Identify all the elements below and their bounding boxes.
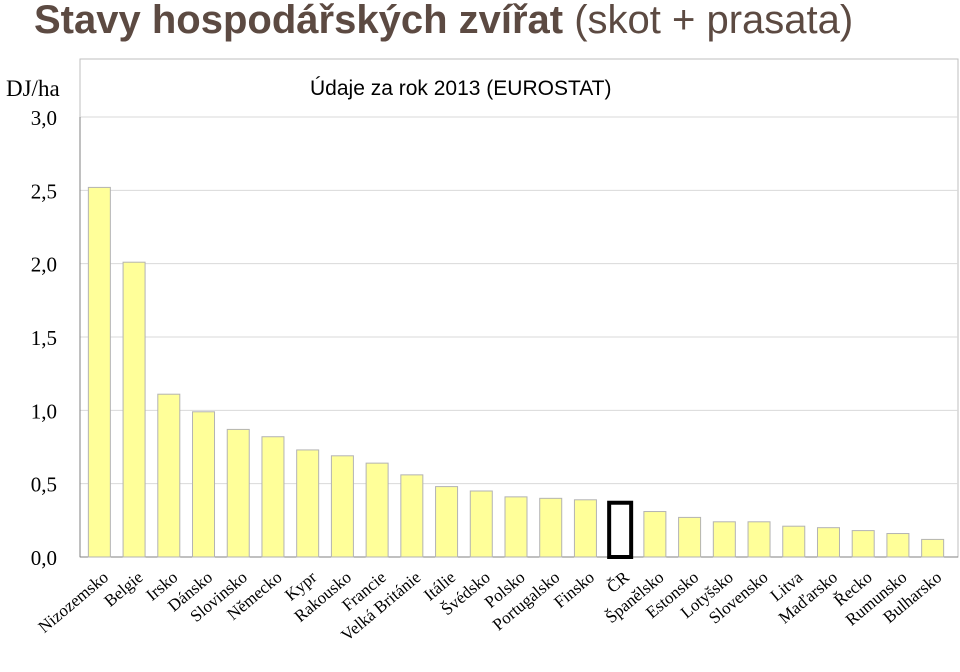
bar: [782, 525, 806, 558]
y-tick-label: 1,5: [31, 326, 57, 350]
x-category-label: Finsko: [550, 568, 598, 612]
bar: [886, 533, 910, 558]
bar-highlight: [607, 500, 634, 560]
page-title-main: Stavy hospodářských zvířat: [34, 0, 564, 42]
bar: [643, 511, 667, 558]
bar: [573, 499, 597, 558]
y-tick-label: 2,5: [31, 179, 57, 203]
page-title-suffix: (skot + prasata): [563, 0, 854, 42]
x-category-label: Nizozemsko: [35, 568, 112, 637]
y-tick-label: 0,5: [31, 473, 57, 497]
bar: [192, 411, 216, 558]
bar: [87, 186, 111, 558]
bar: [816, 527, 840, 558]
bar: [539, 497, 563, 558]
bar: [122, 261, 146, 558]
bar: [504, 496, 528, 558]
bar: [435, 486, 459, 558]
bar: [330, 455, 354, 558]
y-tick-label: 3,0: [31, 106, 57, 130]
y-tick-label: 2,0: [31, 253, 57, 277]
bar: [678, 516, 702, 558]
bar: [261, 436, 285, 558]
bar: [712, 521, 736, 558]
bar: [226, 428, 250, 558]
page-title: Stavy hospodářských zvířat (skot + prasa…: [34, 0, 853, 43]
bar: [157, 393, 181, 558]
bar: [365, 462, 389, 558]
bar: [747, 521, 771, 558]
y-axis-unit-label: DJ/ha: [6, 76, 60, 101]
bar: [469, 490, 493, 558]
x-category-label: Belgie: [100, 568, 146, 611]
y-tick-label: 0,0: [31, 546, 57, 570]
chart-subtitle: Údaje za rok 2013 (EUROSTAT): [310, 77, 612, 100]
bar: [296, 449, 320, 558]
bar: [921, 538, 945, 558]
bar: [851, 530, 875, 558]
y-tick-label: 1,0: [31, 399, 57, 423]
bar: [400, 474, 424, 558]
